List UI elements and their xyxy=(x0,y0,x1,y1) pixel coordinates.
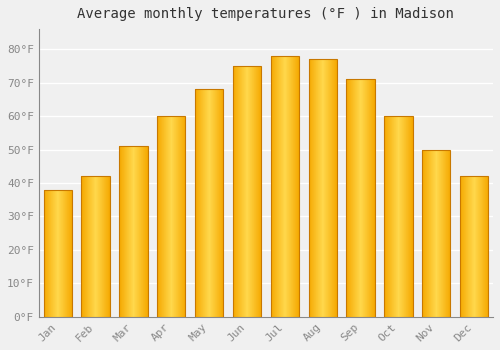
Title: Average monthly temperatures (°F ) in Madison: Average monthly temperatures (°F ) in Ma… xyxy=(78,7,454,21)
